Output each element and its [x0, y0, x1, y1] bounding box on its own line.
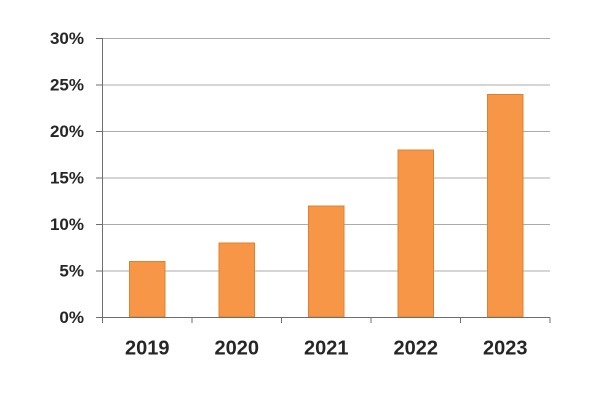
svg-text:2021: 2021	[304, 338, 349, 360]
svg-text:20%: 20%	[50, 122, 84, 141]
svg-text:25%: 25%	[50, 76, 84, 95]
svg-text:2019: 2019	[125, 338, 170, 360]
svg-text:5%: 5%	[59, 262, 84, 281]
svg-text:2020: 2020	[215, 338, 260, 360]
svg-text:2022: 2022	[394, 338, 439, 360]
svg-text:0%: 0%	[59, 308, 84, 327]
svg-text:10%: 10%	[50, 215, 84, 234]
svg-text:2023: 2023	[483, 338, 528, 360]
svg-text:15%: 15%	[50, 169, 84, 188]
svg-text:30%: 30%	[50, 29, 84, 48]
